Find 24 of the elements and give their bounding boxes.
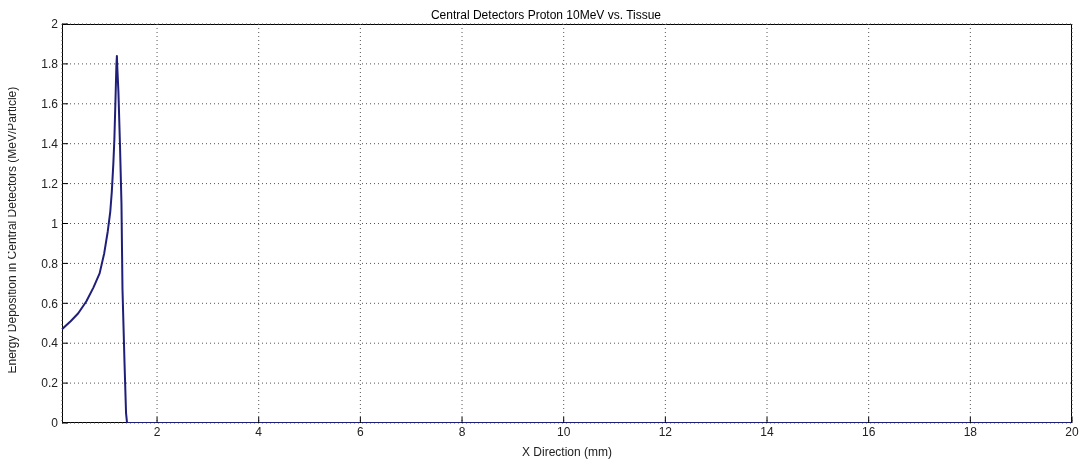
- y-tick-label: 1.6: [41, 97, 59, 112]
- x-tick-label: 18: [963, 424, 978, 439]
- y-tick-label: 0: [51, 416, 59, 431]
- x-tick-label: 20: [1065, 424, 1079, 439]
- y-axis-title: Energy Deposition in Central Detectors (MeV/Particle): [5, 86, 20, 374]
- x-tick-label: 2: [153, 424, 161, 439]
- y-tick-label: 0.4: [41, 336, 59, 351]
- x-tick-label: 4: [255, 424, 263, 439]
- x-tick-label: 8: [458, 424, 466, 439]
- x-tick-label: 14: [760, 424, 775, 439]
- y-tick-label: 1.4: [41, 136, 59, 151]
- y-tick-label: 1.2: [41, 176, 59, 191]
- y-tick-label: 1: [51, 216, 59, 231]
- y-tick-label: 1.8: [41, 57, 59, 72]
- y-tick-label: 2: [51, 17, 59, 32]
- x-tick-label: 6: [357, 424, 365, 439]
- x-axis-title: X Direction (mm): [521, 444, 613, 460]
- x-tick-label: 16: [862, 424, 876, 439]
- y-tick-label: 0.6: [41, 296, 59, 311]
- x-tick-label: 12: [658, 424, 673, 439]
- y-tick-label: 0.2: [41, 376, 59, 391]
- chart-title: Central Detectors Proton 10MeV vs. Tissue: [430, 8, 662, 22]
- x-tick-label: 10: [557, 424, 571, 439]
- y-tick-label: 0.8: [41, 256, 59, 271]
